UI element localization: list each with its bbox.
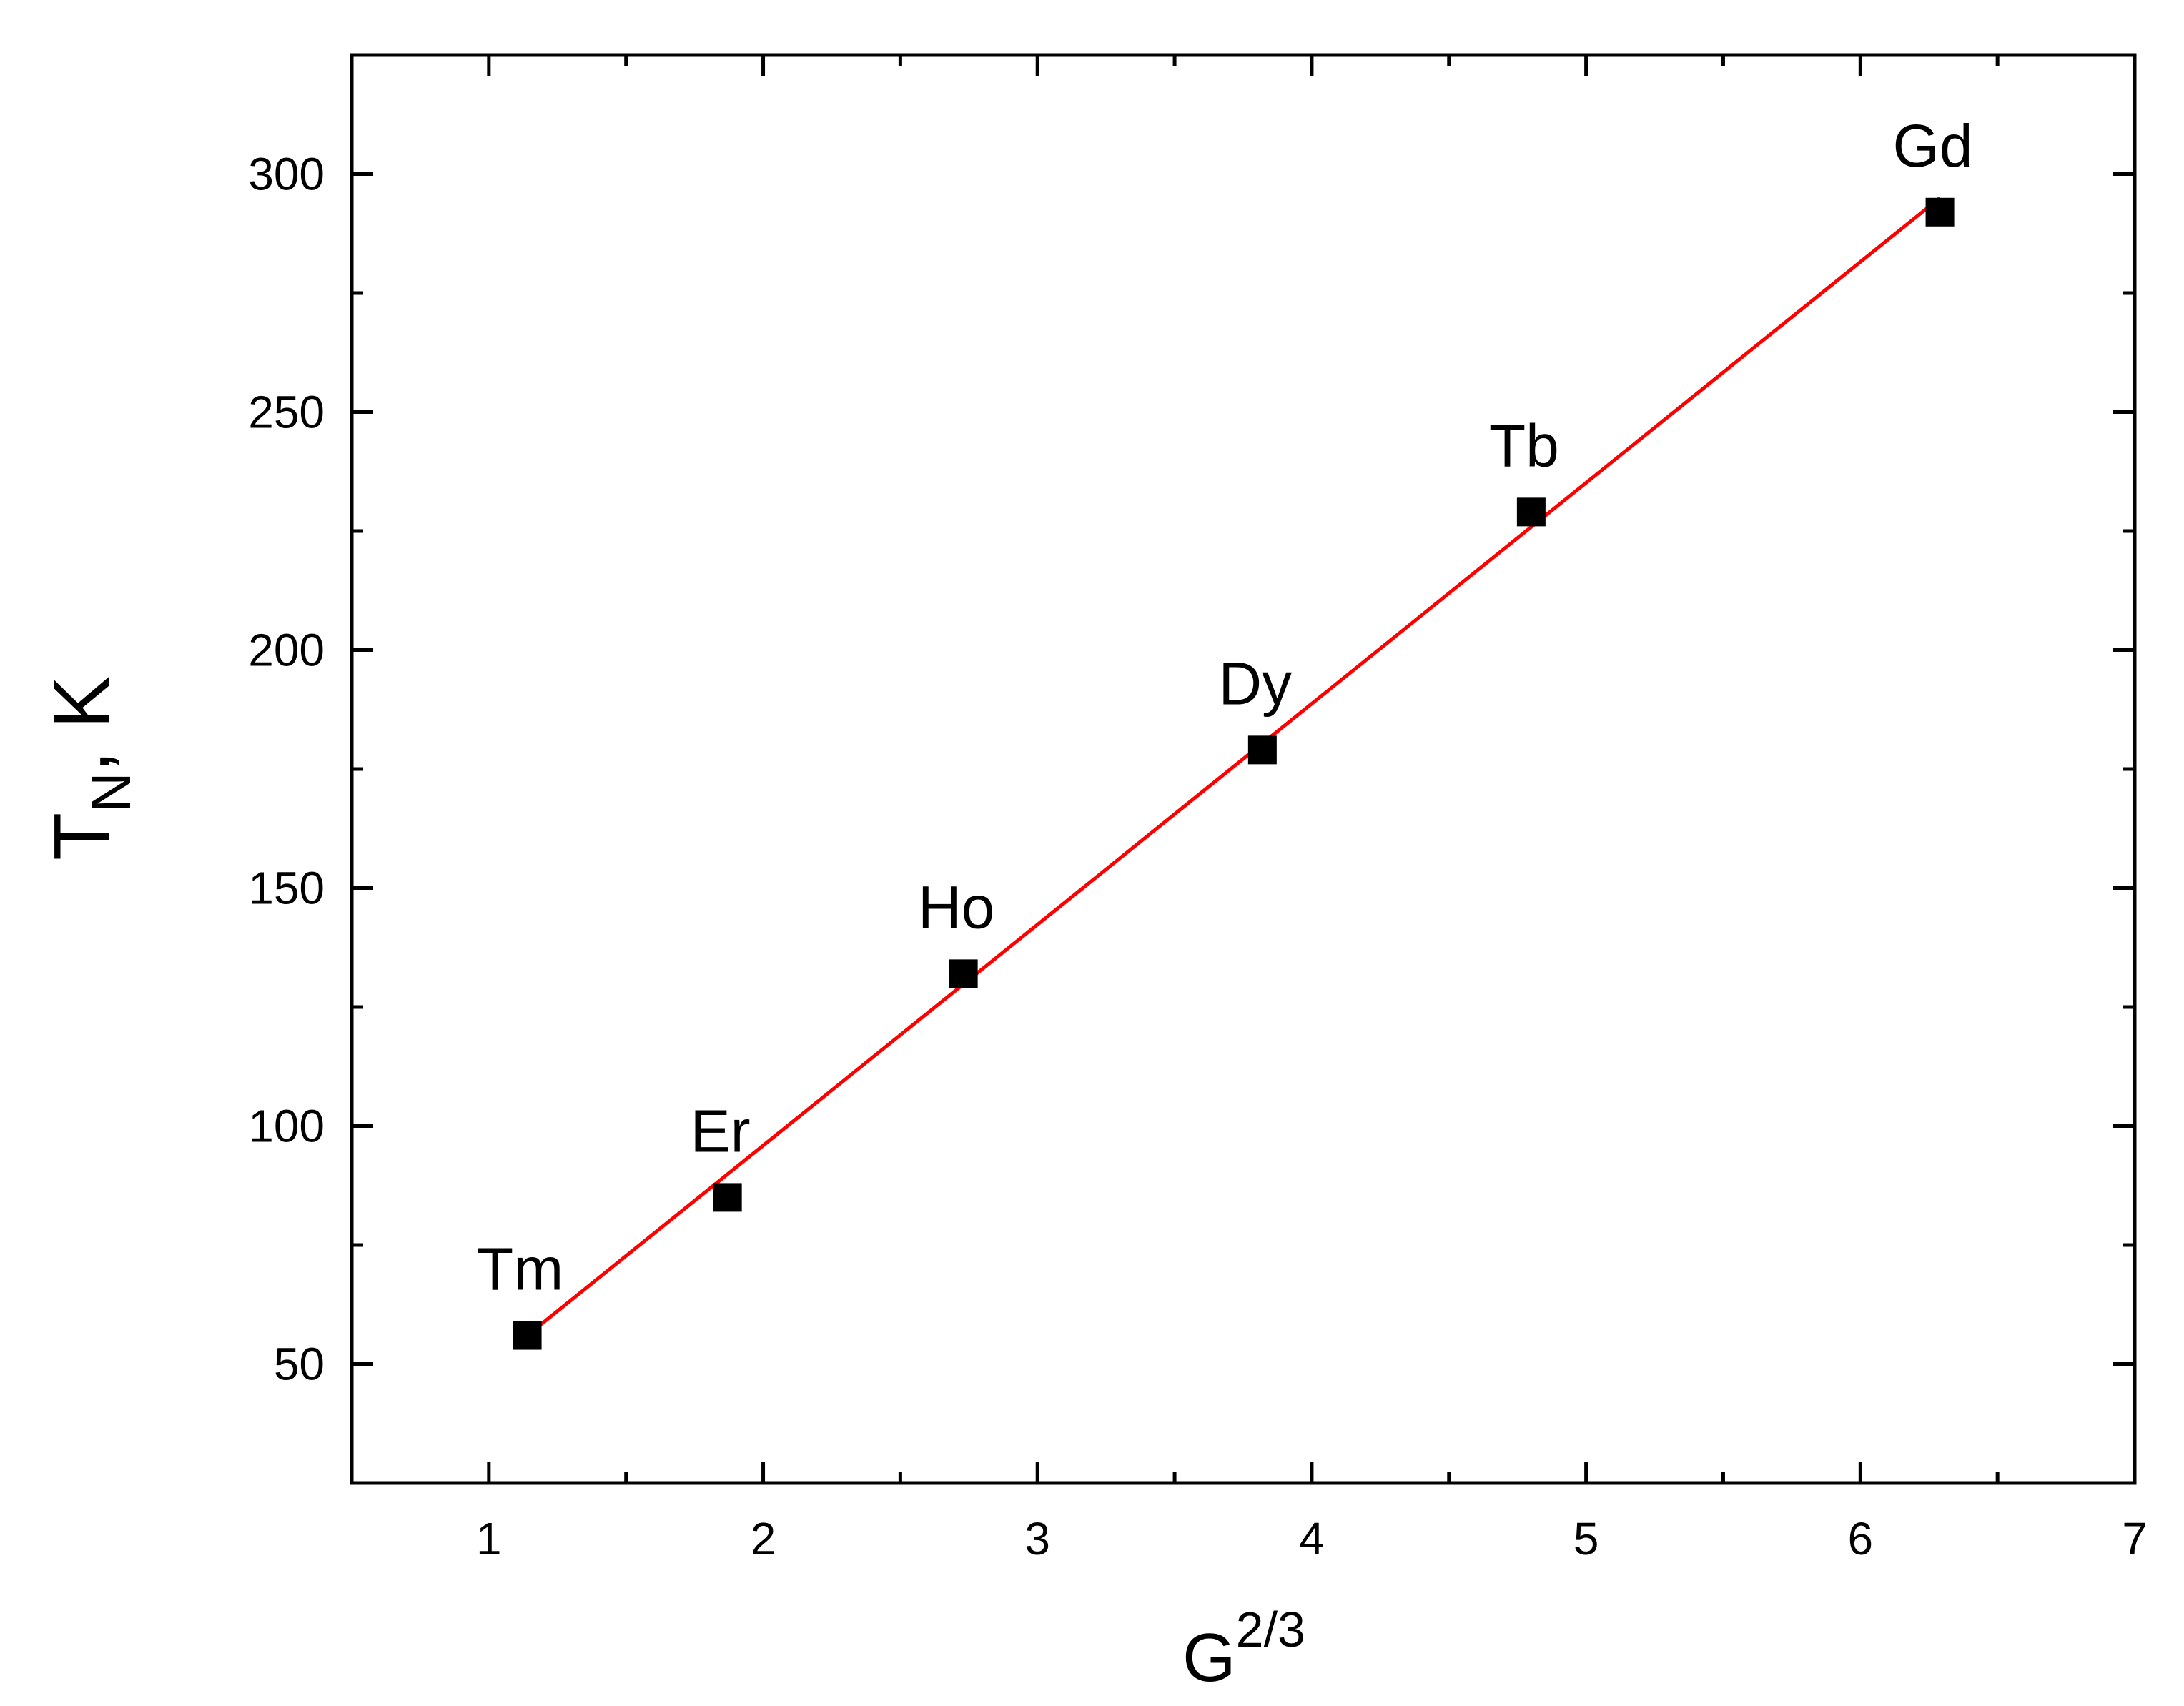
point-tb xyxy=(1516,497,1546,527)
y-tick-label-5: 300 xyxy=(248,149,325,200)
y-tick-label-0: 50 xyxy=(274,1339,325,1390)
x-tick-label-1: 2 xyxy=(751,1513,776,1564)
x-tick-label-4: 5 xyxy=(1573,1513,1599,1564)
point-er xyxy=(713,1183,742,1212)
data-points xyxy=(513,197,1955,1350)
x-tick-label-0: 1 xyxy=(476,1513,502,1564)
x-tick-label-6: 7 xyxy=(2122,1513,2148,1564)
y-axis-title-subscript: N xyxy=(79,772,142,812)
point-labels: Tm Er Ho Dy Tb Gd xyxy=(477,112,1973,1303)
point-tm xyxy=(513,1321,542,1350)
point-label-ho: Ho xyxy=(918,873,994,941)
x-tick-label-3: 4 xyxy=(1299,1513,1325,1564)
y-axis-title: TN, K xyxy=(38,676,142,861)
y-tick-label-3: 200 xyxy=(248,625,325,676)
x-axis-title-base: G xyxy=(1182,1620,1236,1696)
y-tick-label-4: 250 xyxy=(248,387,325,438)
y-axis-title-main: T xyxy=(38,813,126,861)
tick-labels: 1 2 3 4 5 6 7 50 100 150 200 250 300 xyxy=(248,149,2148,1565)
point-label-er: Er xyxy=(691,1097,751,1164)
x-axis-title: G2/3 xyxy=(1182,1602,1305,1696)
fit-line xyxy=(525,196,1942,1337)
point-label-tb: Tb xyxy=(1489,412,1559,479)
x-tick-label-5: 6 xyxy=(1848,1513,1874,1564)
point-ho xyxy=(949,959,978,988)
plot-frame xyxy=(350,53,2137,1485)
axis-ticks xyxy=(352,55,2137,1483)
point-label-gd: Gd xyxy=(1893,112,1973,179)
point-dy xyxy=(1247,735,1277,765)
point-gd xyxy=(1925,197,1955,227)
y-tick-label-2: 150 xyxy=(248,863,325,914)
fit-line-group xyxy=(525,196,1942,1337)
x-tick-label-2: 3 xyxy=(1024,1513,1050,1564)
y-axis-title-rest: , K xyxy=(38,676,126,773)
point-label-tm: Tm xyxy=(477,1236,563,1303)
y-tick-label-1: 100 xyxy=(248,1101,325,1152)
point-label-dy: Dy xyxy=(1219,650,1293,717)
x-axis-title-superscript: 2/3 xyxy=(1236,1602,1305,1657)
